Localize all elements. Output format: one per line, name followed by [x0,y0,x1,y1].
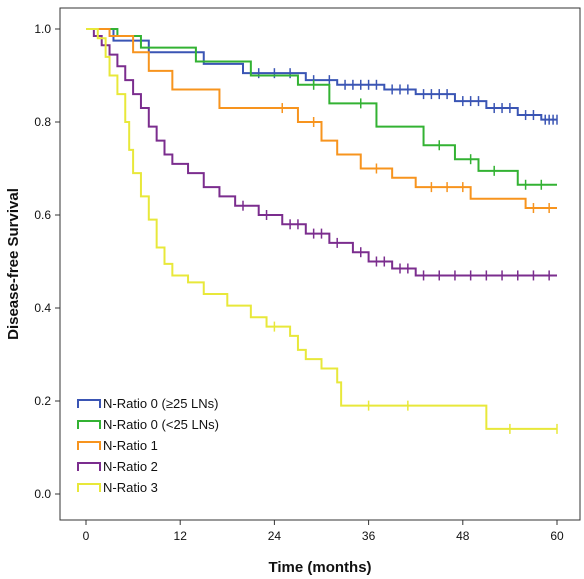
series-5 [86,28,558,434]
legend-label: N-Ratio 2 [103,459,158,474]
series-4 [86,28,557,281]
legend-label: N-Ratio 0 (≥25 LNs) [103,396,219,411]
legend-swatch [77,462,101,471]
x-tick-label: 48 [456,529,470,543]
x-tick-label: 24 [268,529,282,543]
legend-label: N-Ratio 1 [103,438,158,453]
y-tick-label: 0.6 [34,208,51,222]
legend-swatch [77,420,101,429]
series-line [86,28,557,186]
y-tick-label: 0.8 [34,115,51,129]
legend-label: N-Ratio 3 [103,480,158,495]
x-tick-label: 12 [174,529,188,543]
y-axis-label: Disease-free Survival [5,188,22,340]
series-1 [86,28,558,125]
legend-swatch [77,441,101,450]
ticks-layer: 0 12 24 36 48 60 0.0 0.2 0.4 0.6 0.8 1.0 [34,22,564,543]
legend-label: N-Ratio 0 (<25 LNs) [103,417,219,432]
plot-frame [59,7,581,521]
series-layer [86,28,558,434]
x-tick-label: 60 [550,529,564,543]
legend: N-Ratio 0 (≥25 LNs) N-Ratio 0 (<25 LNs) N-… [77,396,219,495]
legend-swatch [77,483,101,492]
legend-item-3: N-Ratio 1 [77,438,158,453]
x-axis-label: Time (months) [268,559,371,576]
series-3 [86,28,557,214]
legend-item-5: N-Ratio 3 [77,480,158,495]
x-tick-label: 0 [83,529,90,543]
y-tick-label: 1.0 [34,22,51,36]
y-tick-label: 0.4 [34,301,51,315]
series-line [86,28,557,210]
legend-item-4: N-Ratio 2 [77,459,158,474]
series-line [86,28,557,430]
plot-area [59,7,581,521]
legend-item-1: N-Ratio 0 (≥25 LNs) [77,396,219,411]
y-tick-label: 0.0 [34,487,51,501]
x-tick-label: 36 [362,529,376,543]
y-tick-label: 0.2 [34,394,51,408]
series-2 [86,28,557,190]
legend-item-2: N-Ratio 0 (<25 LNs) [77,417,219,432]
legend-swatch [77,399,101,408]
series-line [86,28,557,277]
